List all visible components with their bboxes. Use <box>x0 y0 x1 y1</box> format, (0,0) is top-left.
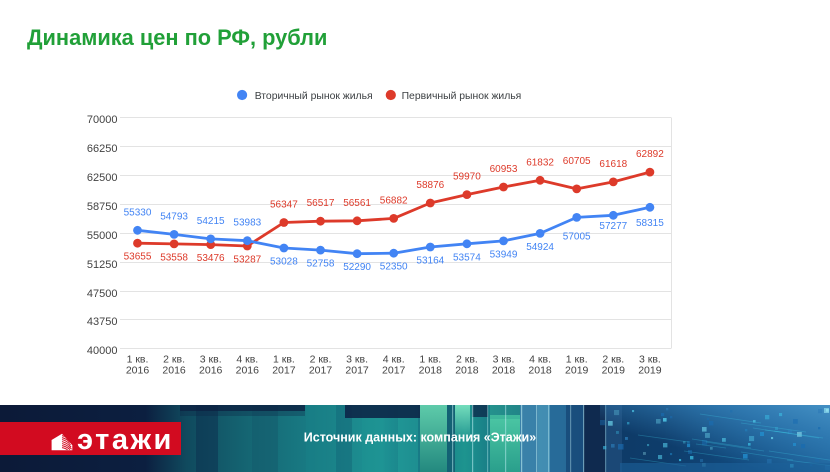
svg-text:4 кв.: 4 кв. <box>383 353 405 365</box>
svg-text:61832: 61832 <box>526 157 554 168</box>
svg-text:2018: 2018 <box>492 364 516 376</box>
svg-text:52758: 52758 <box>307 259 335 270</box>
svg-text:55000: 55000 <box>87 230 118 242</box>
svg-text:54924: 54924 <box>526 242 554 253</box>
svg-text:60953: 60953 <box>490 164 518 175</box>
svg-text:2016: 2016 <box>236 364 260 376</box>
svg-text:53574: 53574 <box>453 252 481 263</box>
svg-text:3 кв.: 3 кв. <box>639 353 661 365</box>
svg-text:52290: 52290 <box>343 262 371 273</box>
svg-text:4 кв.: 4 кв. <box>529 353 551 365</box>
svg-text:66250: 66250 <box>87 143 118 155</box>
svg-text:56347: 56347 <box>270 200 298 211</box>
svg-text:3 кв.: 3 кв. <box>346 353 368 365</box>
svg-text:2017: 2017 <box>345 364 369 376</box>
svg-text:53028: 53028 <box>270 257 298 268</box>
svg-text:2017: 2017 <box>382 364 406 376</box>
svg-text:56882: 56882 <box>380 195 408 206</box>
svg-text:2017: 2017 <box>272 364 296 376</box>
svg-text:70000: 70000 <box>87 114 118 126</box>
svg-text:2 кв.: 2 кв. <box>456 353 478 365</box>
svg-text:2 кв.: 2 кв. <box>310 353 332 365</box>
svg-text:2018: 2018 <box>419 364 443 376</box>
svg-text:60705: 60705 <box>563 156 591 167</box>
svg-text:1 кв.: 1 кв. <box>273 353 295 365</box>
svg-text:2016: 2016 <box>126 364 150 376</box>
svg-text:3 кв.: 3 кв. <box>493 353 515 365</box>
svg-text:58315: 58315 <box>636 218 664 229</box>
svg-text:57277: 57277 <box>599 221 627 232</box>
svg-text:53949: 53949 <box>490 249 518 260</box>
svg-text:Первичный рынок жилья: Первичный рынок жилья <box>402 91 522 102</box>
svg-text:2019: 2019 <box>602 364 626 376</box>
svg-text:62892: 62892 <box>636 149 664 160</box>
svg-text:54793: 54793 <box>160 211 188 222</box>
svg-text:53164: 53164 <box>416 256 444 267</box>
svg-text:55330: 55330 <box>124 207 152 218</box>
svg-text:58876: 58876 <box>416 180 444 191</box>
svg-text:1 кв.: 1 кв. <box>566 353 588 365</box>
svg-text:2019: 2019 <box>638 364 662 376</box>
svg-text:2017: 2017 <box>309 364 333 376</box>
svg-text:54215: 54215 <box>197 216 225 227</box>
svg-text:4 кв.: 4 кв. <box>236 353 258 365</box>
svg-text:2016: 2016 <box>162 364 186 376</box>
svg-text:53558: 53558 <box>160 252 188 263</box>
svg-text:47500: 47500 <box>87 288 118 300</box>
svg-text:57005: 57005 <box>563 231 591 242</box>
svg-text:53287: 53287 <box>233 255 261 266</box>
svg-text:2019: 2019 <box>565 364 589 376</box>
svg-text:58750: 58750 <box>87 201 118 213</box>
svg-text:2 кв.: 2 кв. <box>163 353 185 365</box>
svg-text:56517: 56517 <box>307 198 335 209</box>
svg-text:1 кв.: 1 кв. <box>127 353 149 365</box>
svg-text:1 кв.: 1 кв. <box>419 353 441 365</box>
svg-text:62500: 62500 <box>87 172 118 184</box>
svg-text:2018: 2018 <box>455 364 479 376</box>
svg-text:3 кв.: 3 кв. <box>200 353 222 365</box>
svg-text:61618: 61618 <box>599 159 627 170</box>
svg-text:2 кв.: 2 кв. <box>602 353 624 365</box>
svg-text:53983: 53983 <box>233 218 261 229</box>
svg-text:52350: 52350 <box>380 262 408 273</box>
svg-text:43750: 43750 <box>87 316 118 328</box>
svg-text:2016: 2016 <box>199 364 223 376</box>
svg-text:51250: 51250 <box>87 259 118 271</box>
svg-text:Вторичный рынок жилья: Вторичный рынок жилья <box>255 91 373 102</box>
svg-text:59970: 59970 <box>453 172 481 183</box>
svg-text:56561: 56561 <box>343 198 371 209</box>
svg-text:53655: 53655 <box>124 252 152 263</box>
svg-text:40000: 40000 <box>87 345 118 357</box>
svg-text:53476: 53476 <box>197 253 225 264</box>
svg-text:2018: 2018 <box>528 364 552 376</box>
